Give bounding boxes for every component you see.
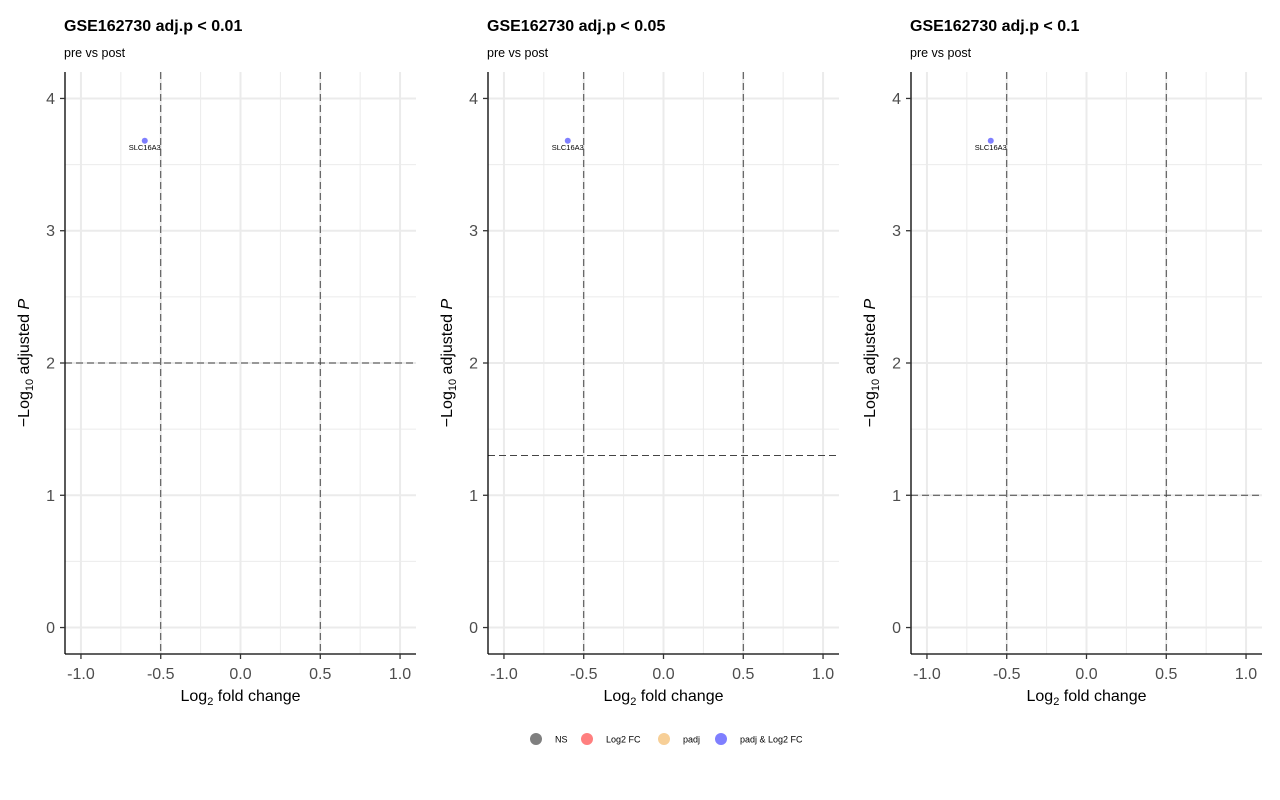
y-tick-label: 2	[469, 356, 478, 373]
legend-key-log2fc	[581, 733, 593, 745]
panel-subtitle: pre vs post	[910, 46, 972, 60]
data-point	[987, 137, 994, 144]
legend-key-padj	[658, 733, 670, 745]
data-point-label: SLC16A3	[975, 143, 1007, 152]
data-point	[141, 137, 148, 144]
panel-subtitle: pre vs post	[64, 46, 126, 60]
panel-3: GSE162730 adj.p < 0.1 pre vs post -1.0 -0.5…	[862, 18, 1262, 708]
y-tick-label: 4	[46, 91, 55, 108]
x-tick-label: 1.0	[812, 666, 834, 683]
panel-2: GSE162730 adj.p < 0.05 pre vs post -1.0 -0.…	[439, 18, 839, 708]
y-axis-title: −Log10 adjusted P	[16, 298, 36, 427]
x-tick-label: -1.0	[67, 666, 95, 683]
legend-label-log2fc: Log2 FC	[606, 735, 641, 745]
y-axis-title: −Log10 adjusted P	[439, 298, 459, 427]
y-tick-label: 2	[892, 356, 901, 373]
x-tick-label: 1.0	[1235, 666, 1257, 683]
y-tick-label: 0	[892, 620, 901, 637]
legend-label-ns: NS	[555, 735, 568, 745]
y-tick-label: 4	[469, 91, 478, 108]
x-tick-label: -0.5	[147, 666, 175, 683]
x-tick-label: -0.5	[993, 666, 1021, 683]
y-tick-label: 1	[469, 488, 478, 505]
y-tick-label: 1	[46, 488, 55, 505]
y-tick-label: 1	[892, 488, 901, 505]
legend-item-padj-and-log2fc: padj & Log2 FC	[715, 733, 803, 745]
panel-title: GSE162730 adj.p < 0.01	[64, 18, 242, 35]
data-point-label: SLC16A3	[552, 143, 584, 152]
panels: GSE162730 adj.p < 0.01 pre vs post -1.0 -0.…	[16, 18, 1262, 708]
y-tick-label: 4	[892, 91, 901, 108]
legend-key-padj-and-log2fc	[715, 733, 727, 745]
x-tick-label: 0.0	[229, 666, 251, 683]
y-tick-label: 0	[469, 620, 478, 637]
y-tick-label: 3	[892, 223, 901, 240]
legend-label-padj-and-log2fc: padj & Log2 FC	[740, 735, 803, 745]
panel-title: GSE162730 adj.p < 0.1	[910, 18, 1080, 35]
y-tick-label: 2	[46, 356, 55, 373]
data-point-label: SLC16A3	[129, 143, 161, 152]
x-tick-label: 0.5	[1155, 666, 1177, 683]
x-tick-label: 0.0	[1075, 666, 1097, 683]
x-tick-label: 1.0	[389, 666, 411, 683]
legend-item-padj: padj	[658, 733, 700, 745]
y-tick-label: 3	[469, 223, 478, 240]
x-tick-label: -1.0	[490, 666, 518, 683]
legend-label-padj: padj	[683, 735, 700, 745]
panel-1: GSE162730 adj.p < 0.01 pre vs post -1.0 -0.…	[16, 18, 416, 708]
legend-key-ns	[530, 733, 542, 745]
x-axis-title: Log2 fold change	[603, 688, 723, 708]
x-tick-label: -0.5	[570, 666, 598, 683]
data-point	[564, 137, 571, 144]
x-tick-label: 0.0	[652, 666, 674, 683]
y-tick-label: 3	[46, 223, 55, 240]
legend: NS Log2 FC padj padj & Log2 FC	[530, 733, 803, 745]
x-tick-label: 0.5	[309, 666, 331, 683]
x-axis-title: Log2 fold change	[1026, 688, 1146, 708]
x-tick-label: 0.5	[732, 666, 754, 683]
y-tick-label: 0	[46, 620, 55, 637]
x-axis-title: Log2 fold change	[180, 688, 300, 708]
panel-subtitle: pre vs post	[487, 46, 549, 60]
legend-item-log2fc: Log2 FC	[581, 733, 641, 745]
panel-title: GSE162730 adj.p < 0.05	[487, 18, 665, 35]
legend-item-ns: NS	[530, 733, 568, 745]
x-tick-label: -1.0	[913, 666, 941, 683]
y-axis-title: −Log10 adjusted P	[862, 298, 882, 427]
